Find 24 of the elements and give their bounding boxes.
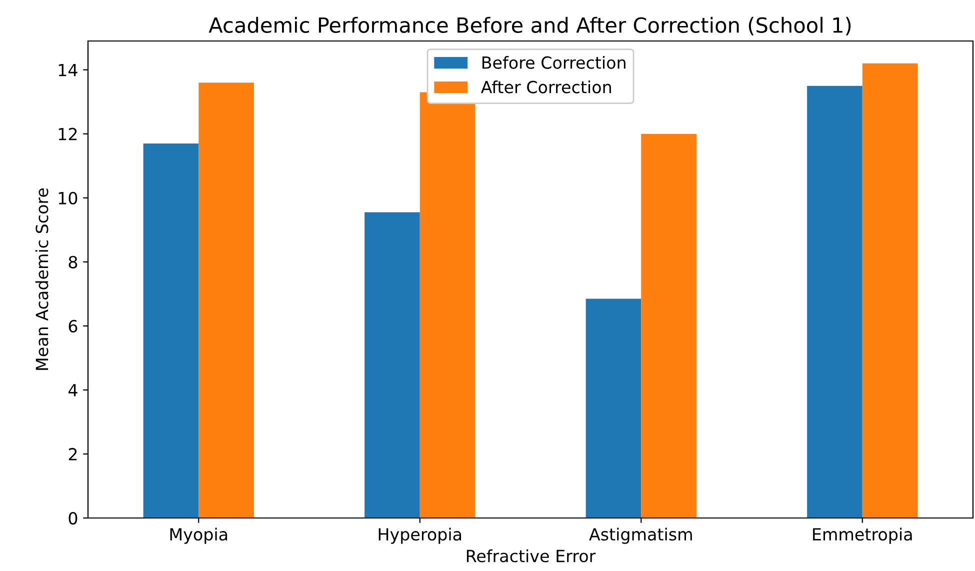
x-tick-label: Astigmatism bbox=[589, 528, 692, 544]
x-tick-label: Myopia bbox=[170, 528, 228, 544]
y-axis-title: Mean Academic Score bbox=[35, 188, 48, 370]
bar bbox=[198, 82, 254, 518]
y-tick-label: 14 bbox=[58, 64, 78, 76]
bar bbox=[641, 134, 696, 518]
bar bbox=[364, 212, 420, 518]
x-tick-label: Emmetropia bbox=[813, 528, 912, 544]
y-tick-label: 8 bbox=[68, 256, 78, 268]
y-tick-label: 10 bbox=[58, 192, 78, 204]
y-tick-label: 0 bbox=[68, 512, 78, 525]
bar bbox=[586, 298, 642, 518]
bar bbox=[862, 63, 918, 518]
x-tick-label: Hyperopia bbox=[378, 528, 462, 544]
legend-label: Before Correction bbox=[482, 56, 626, 69]
chart-title: Academic Performance Before and After Correction (School 1) bbox=[208, 16, 851, 36]
x-axis-title: Refractive Error bbox=[466, 549, 596, 562]
y-tick-label: 4 bbox=[68, 384, 78, 396]
bar bbox=[143, 143, 199, 518]
y-tick-label: 2 bbox=[68, 448, 77, 460]
y-tick-label: 6 bbox=[68, 320, 78, 332]
y-tick-label: 12 bbox=[58, 128, 77, 140]
bar bbox=[807, 86, 862, 518]
legend-label: After Correction bbox=[480, 80, 611, 94]
